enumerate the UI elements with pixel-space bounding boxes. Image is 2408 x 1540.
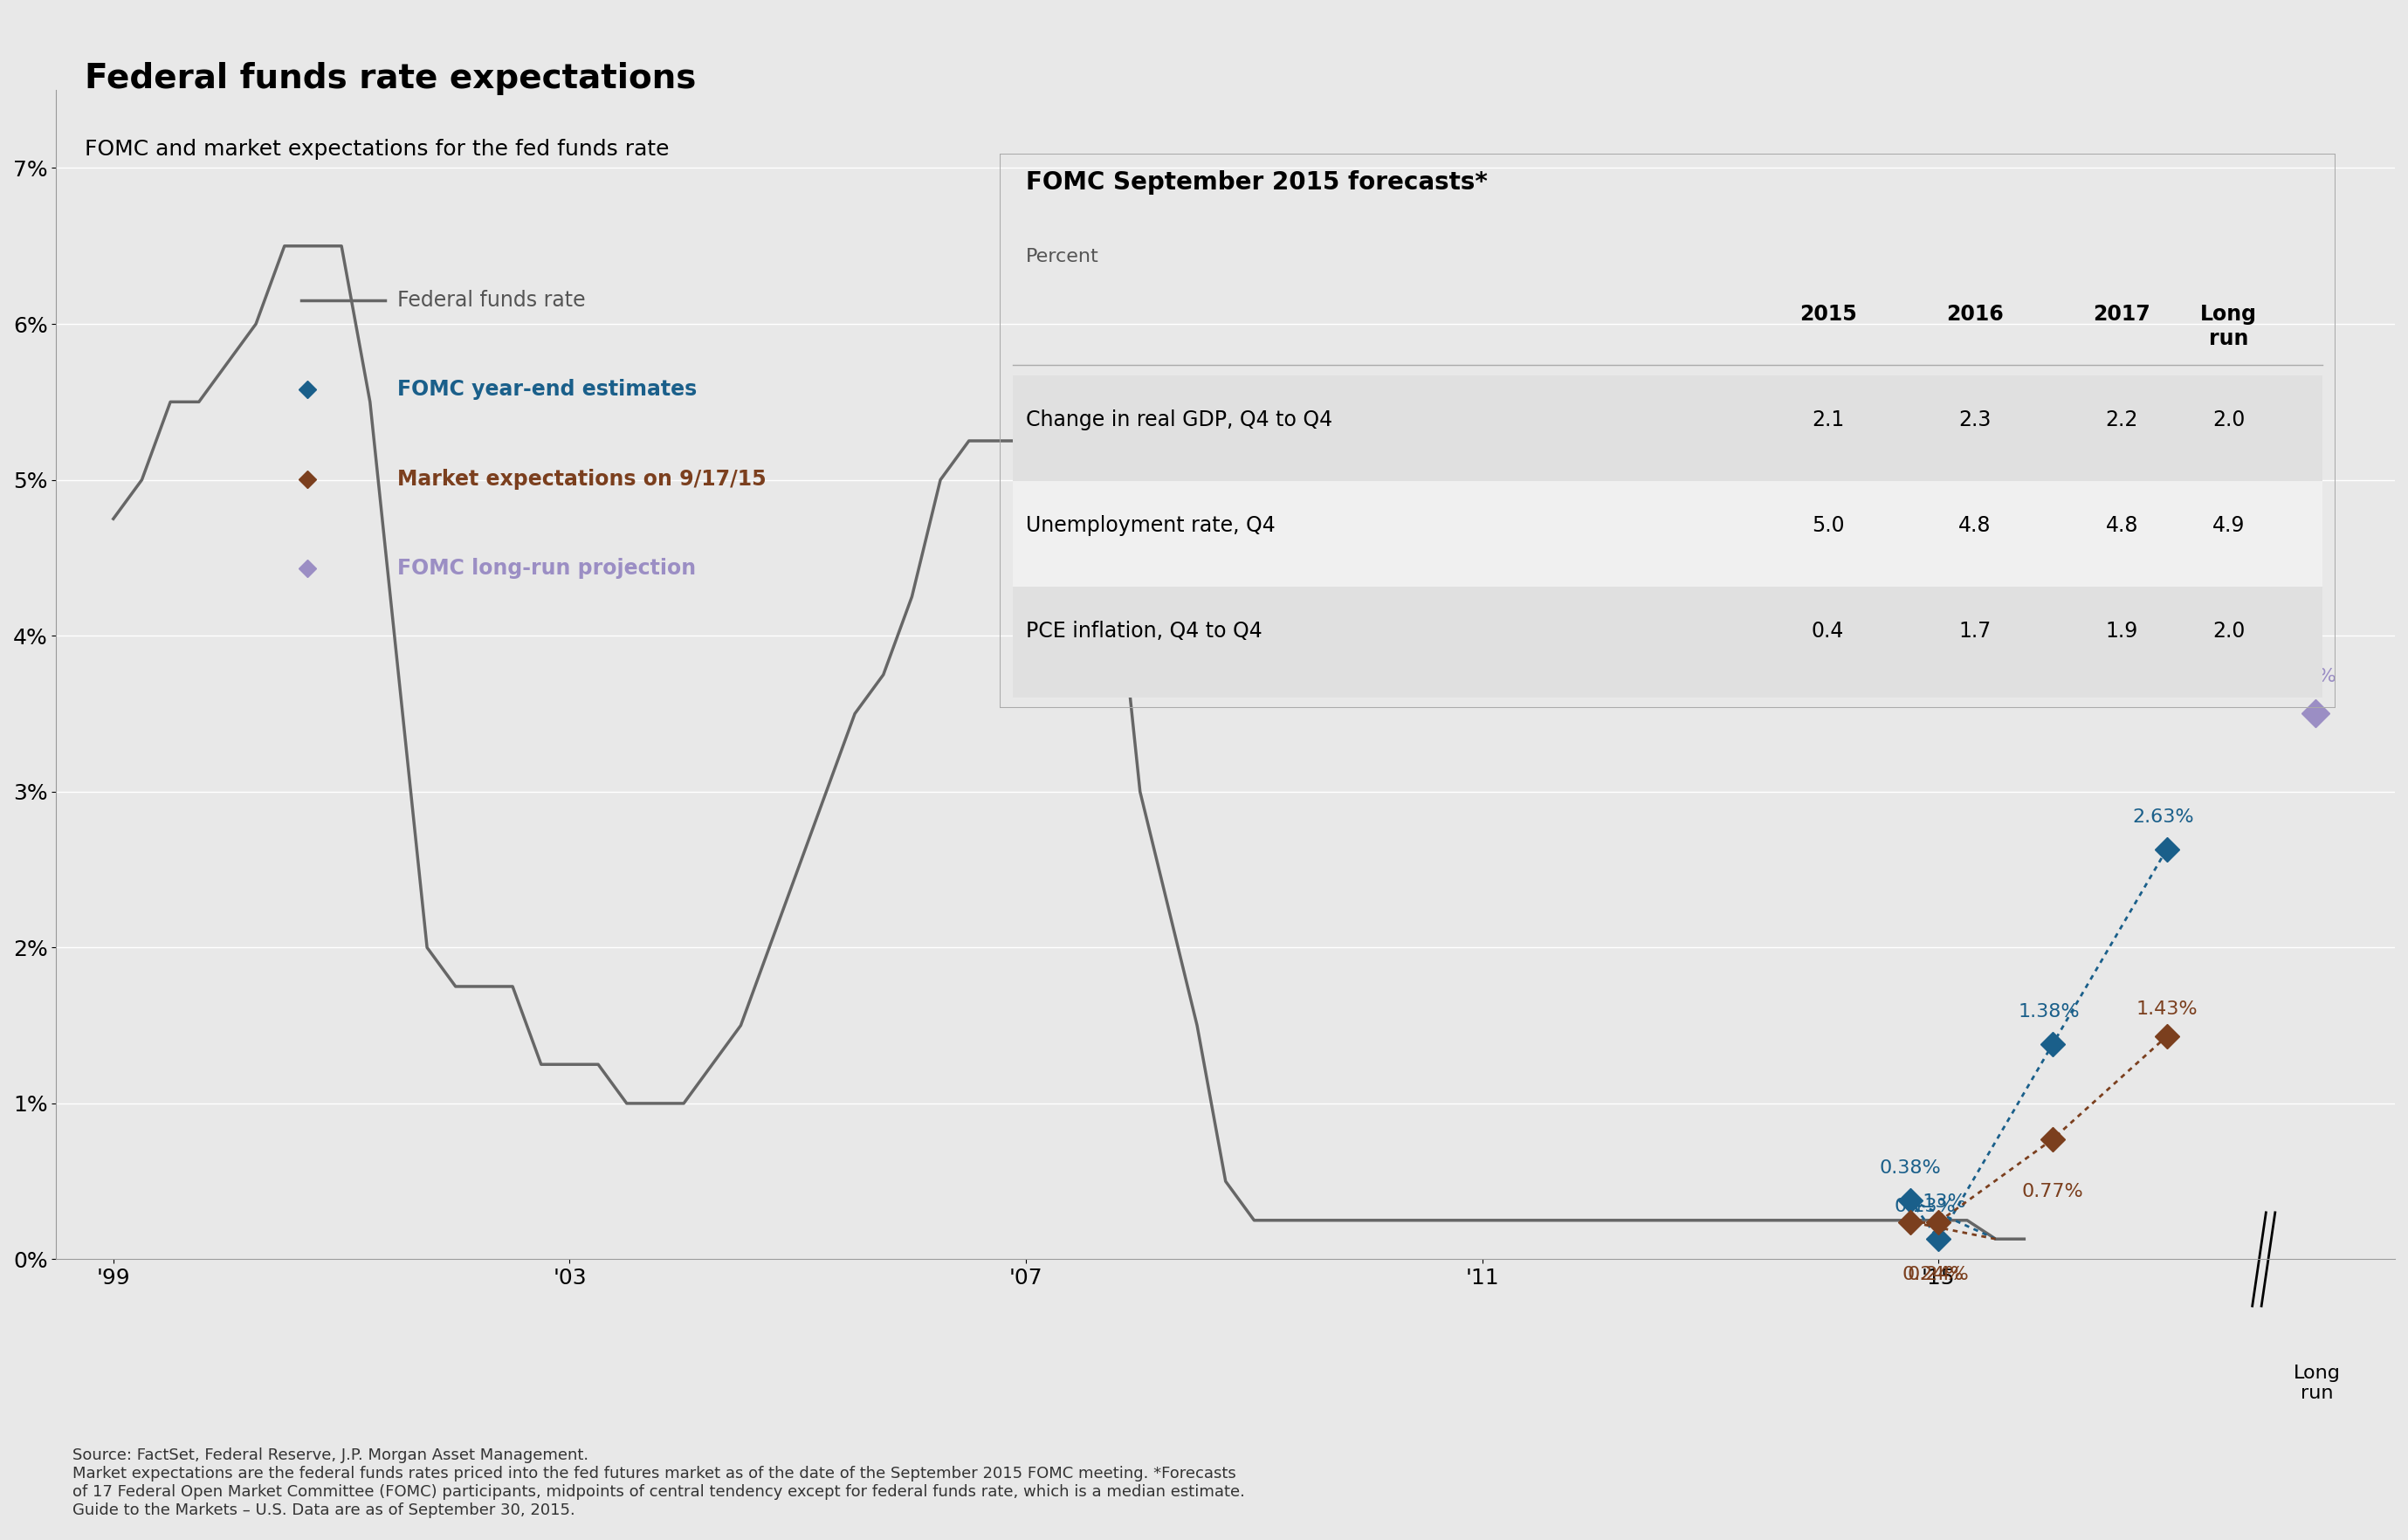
Text: Federal funds rate expectations: Federal funds rate expectations xyxy=(84,62,696,95)
Text: 2.0: 2.0 xyxy=(2213,410,2244,431)
Text: 2016: 2016 xyxy=(1946,303,2003,325)
Text: 0.24%: 0.24% xyxy=(1902,1266,1965,1283)
Text: FOMC and market expectations for the fed funds rate: FOMC and market expectations for the fed… xyxy=(84,139,669,160)
Text: 0.77%: 0.77% xyxy=(2023,1183,2083,1200)
Text: PCE inflation, Q4 to Q4: PCE inflation, Q4 to Q4 xyxy=(1026,621,1262,641)
Text: 0.13%: 0.13% xyxy=(1895,1198,1955,1215)
Text: FOMC long-run projection: FOMC long-run projection xyxy=(397,557,696,579)
Text: 2.63%: 2.63% xyxy=(2133,808,2194,825)
Text: 0.4: 0.4 xyxy=(1811,621,1845,641)
Text: 4.8: 4.8 xyxy=(2105,514,2138,536)
Bar xyxy=(1014,376,2321,487)
Text: 2017: 2017 xyxy=(2093,303,2150,325)
Bar xyxy=(1014,587,2321,698)
Text: Unemployment rate, Q4: Unemployment rate, Q4 xyxy=(1026,514,1276,536)
Text: 2015: 2015 xyxy=(1799,303,1857,325)
Text: 0.13%: 0.13% xyxy=(1905,1194,1965,1210)
Text: FOMC September 2015 forecasts*: FOMC September 2015 forecasts* xyxy=(1026,171,1488,196)
Text: 5.0: 5.0 xyxy=(1811,514,1845,536)
Text: Federal funds rate: Federal funds rate xyxy=(397,290,585,311)
Text: 1.7: 1.7 xyxy=(1958,621,1991,641)
Text: 1.9: 1.9 xyxy=(2105,621,2138,641)
Text: 2.2: 2.2 xyxy=(2105,410,2138,431)
Text: Percent: Percent xyxy=(1026,248,1098,266)
Text: FOMC year-end estimates: FOMC year-end estimates xyxy=(397,379,696,400)
Text: 4.9: 4.9 xyxy=(2213,514,2244,536)
Text: Long
run: Long run xyxy=(2201,303,2256,350)
Text: 1.38%: 1.38% xyxy=(2018,1003,2081,1021)
Text: 2.3: 2.3 xyxy=(1958,410,1991,431)
Bar xyxy=(1014,480,2321,591)
Text: 4.8: 4.8 xyxy=(1958,514,1991,536)
Text: 0.24%: 0.24% xyxy=(1907,1266,1970,1283)
Text: Source: FactSet, Federal Reserve, J.P. Morgan Asset Management.
Market expectati: Source: FactSet, Federal Reserve, J.P. M… xyxy=(72,1448,1245,1518)
Text: Change in real GDP, Q4 to Q4: Change in real GDP, Q4 to Q4 xyxy=(1026,410,1332,431)
Text: 3.50%: 3.50% xyxy=(2276,668,2336,685)
Text: 2.0: 2.0 xyxy=(2213,621,2244,641)
Text: Long
run: Long run xyxy=(2295,1364,2341,1403)
Text: Market expectations on 9/17/15: Market expectations on 9/17/15 xyxy=(397,468,766,490)
Text: 1.43%: 1.43% xyxy=(2136,999,2199,1018)
Text: 0.38%: 0.38% xyxy=(1878,1160,1941,1177)
Text: 2.1: 2.1 xyxy=(1811,410,1845,431)
